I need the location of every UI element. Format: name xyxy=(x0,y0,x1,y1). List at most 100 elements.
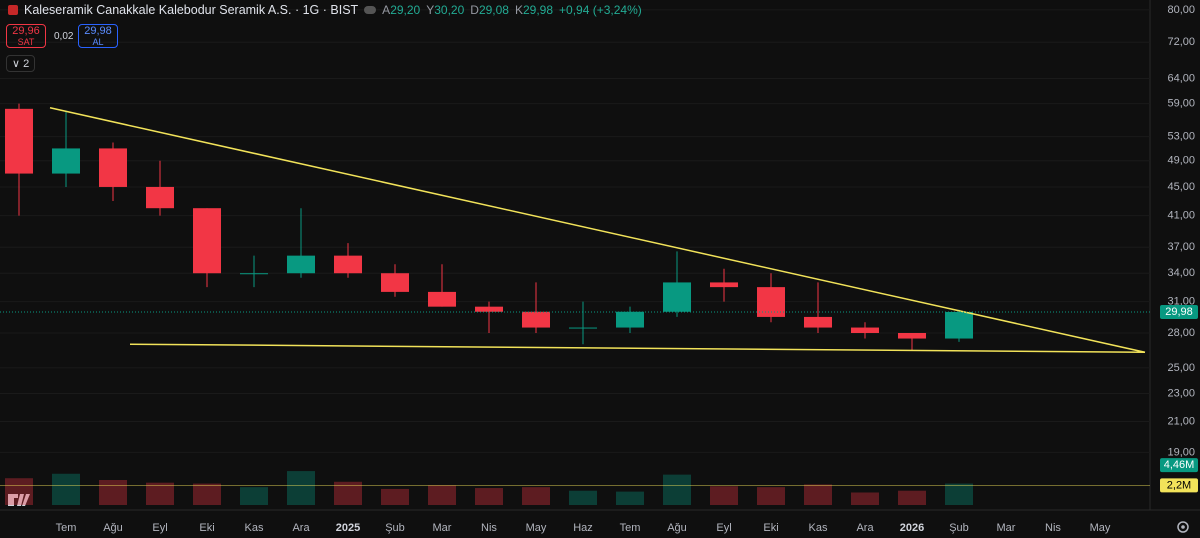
x-tick-label: Nis xyxy=(481,522,497,534)
volume-bar xyxy=(616,491,644,505)
y-tick-label: 31,00 xyxy=(1167,296,1195,308)
ohlc-key: D xyxy=(470,3,479,17)
ohlc-value: 30,20 xyxy=(434,3,465,17)
x-tick-label: Ara xyxy=(292,522,310,534)
status-icon xyxy=(364,6,377,14)
candle-body xyxy=(193,208,221,274)
indicator-toggle[interactable]: ∨ 2 xyxy=(6,55,36,72)
buy-price: 29,98 xyxy=(84,25,112,37)
x-tick-label: Tem xyxy=(56,522,77,534)
volume-bar xyxy=(851,492,879,505)
x-tick-label: Mar xyxy=(997,522,1016,534)
candle-body xyxy=(52,148,80,174)
candle-body xyxy=(616,311,644,328)
settings-icon[interactable] xyxy=(1177,521,1189,533)
volume-label: 4,46M xyxy=(1164,459,1195,471)
x-tick-label: Eyl xyxy=(152,522,167,534)
volume-bar xyxy=(240,487,268,505)
spread: 0,02 xyxy=(54,31,74,42)
volume-bar xyxy=(945,483,973,505)
sell-price: 29,96 xyxy=(12,25,40,37)
buy-button[interactable]: 29,98 AL xyxy=(78,24,118,48)
candle-body xyxy=(569,327,597,329)
y-tick-label: 53,00 xyxy=(1167,130,1195,142)
x-tick-label: Ara xyxy=(856,522,874,534)
ohlc-value: 29,98 xyxy=(522,3,554,17)
y-tick-label: 37,00 xyxy=(1167,241,1195,253)
symbol-icon xyxy=(8,5,18,15)
ohlc-key: Y xyxy=(426,3,435,17)
y-tick-label: 19,00 xyxy=(1167,446,1195,458)
legend-header: Kaleseramik Canakkale Kalebodur Seramik … xyxy=(8,3,642,17)
y-tick-label: 80,00 xyxy=(1167,4,1195,16)
volume-ma-label: 2,2M xyxy=(1167,479,1191,491)
volume-bar xyxy=(710,486,738,505)
x-tick-label: Nis xyxy=(1045,522,1061,534)
candle-body xyxy=(287,255,315,274)
y-tick-label: 72,00 xyxy=(1167,36,1195,48)
y-tick-label: 21,00 xyxy=(1167,415,1195,427)
y-tick-label: 25,00 xyxy=(1167,362,1195,374)
x-tick-label: 2026 xyxy=(900,522,924,534)
ohlc-value: 29,20 xyxy=(390,3,421,17)
y-tick-label: 41,00 xyxy=(1167,210,1195,222)
candle-body xyxy=(475,306,503,312)
indicator-count: 2 xyxy=(23,58,30,70)
candle-body xyxy=(5,108,33,174)
volume-bar xyxy=(804,484,832,505)
volume-bar xyxy=(193,483,221,505)
x-tick-label: Haz xyxy=(573,522,593,534)
candle-body xyxy=(334,255,362,274)
sell-button[interactable]: 29,96 SAT xyxy=(6,24,46,48)
candle-body xyxy=(99,148,127,187)
volume-bar xyxy=(475,488,503,505)
candle-body xyxy=(381,273,409,292)
candle-body xyxy=(428,291,456,307)
volume-bar xyxy=(52,473,80,505)
change: +0,94 (+3,24%) xyxy=(559,3,642,17)
ohlc-key: A xyxy=(382,3,391,17)
volume-tag xyxy=(1160,458,1198,473)
volume-bar xyxy=(334,481,362,505)
volume-bar xyxy=(5,478,33,505)
x-tick-label: Şub xyxy=(385,522,405,534)
y-tick-label: 23,00 xyxy=(1167,387,1195,399)
x-tick-label: Ağu xyxy=(667,522,687,534)
volume-bar xyxy=(146,482,174,505)
volume-bar xyxy=(522,487,550,505)
volume-bar xyxy=(898,490,926,505)
symbol[interactable]: Kaleseramik Canakkale Kalebodur Seramik … xyxy=(24,3,359,17)
candle-body xyxy=(240,273,268,275)
candle-body xyxy=(146,186,174,209)
y-tick-label: 45,00 xyxy=(1167,181,1195,193)
volume-bar xyxy=(381,488,409,505)
settings-icon[interactable] xyxy=(1181,525,1185,529)
x-tick-label: Şub xyxy=(949,522,969,534)
x-tick-label: Ağu xyxy=(103,522,123,534)
y-tick-label: 59,00 xyxy=(1167,97,1195,109)
candle-body xyxy=(945,311,973,339)
buy-label: AL xyxy=(92,37,104,47)
logo xyxy=(8,494,30,506)
x-tick-label: Kas xyxy=(245,522,264,534)
x-tick-label: May xyxy=(1090,522,1111,534)
x-tick-label: Mar xyxy=(433,522,452,534)
y-tick-label: 64,00 xyxy=(1167,72,1195,84)
volume-bar xyxy=(757,487,785,505)
volume-bar xyxy=(428,485,456,505)
volume-bar xyxy=(663,474,691,505)
x-tick-label: Eki xyxy=(763,522,778,534)
x-tick-label: Kas xyxy=(809,522,828,534)
y-tick-label: 28,00 xyxy=(1167,327,1195,339)
volume-bar xyxy=(287,471,315,505)
volume-bar xyxy=(569,490,597,505)
x-tick-label: Tem xyxy=(620,522,641,534)
sell-label: SAT xyxy=(17,37,35,47)
volume-bar xyxy=(99,480,127,505)
trendline xyxy=(49,107,1146,354)
x-tick-label: May xyxy=(526,522,547,534)
y-tick-label: 49,00 xyxy=(1167,155,1195,167)
volume-ma-tag xyxy=(1160,478,1198,493)
